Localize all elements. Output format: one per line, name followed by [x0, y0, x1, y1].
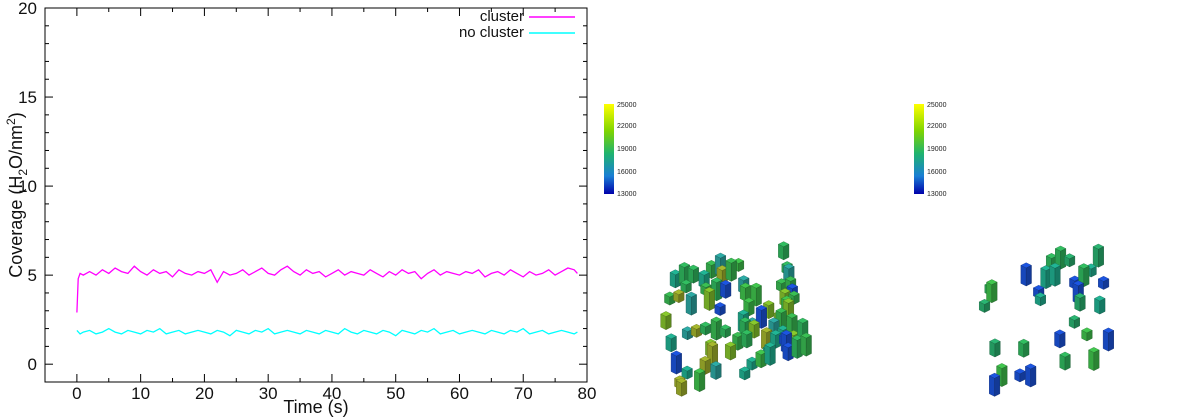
colorbar-right: 25000 22000 19000 16000 13000 — [914, 102, 947, 198]
cbar-right-tick-3: 16000 — [927, 169, 947, 176]
y-tick-label: 20 — [18, 0, 37, 18]
plot-frame — [44, 7, 588, 383]
left-cube — [665, 333, 677, 353]
left-cube — [800, 332, 812, 357]
surface-panel-left: 25000 22000 19000 16000 13000 — [604, 102, 812, 397]
y-tick-label: 15 — [18, 88, 37, 107]
left-cube — [764, 342, 776, 366]
right-cube — [1017, 338, 1030, 358]
cbar-right-tick-1: 22000 — [927, 123, 947, 130]
x-tick-label: 40 — [322, 384, 341, 403]
legend-label-no-cluster: no cluster — [459, 24, 524, 41]
right-cube — [1088, 347, 1100, 371]
series-line-cluster — [76, 265, 578, 313]
left-cube — [739, 282, 752, 302]
right-cube — [1024, 363, 1037, 388]
right-cube — [1092, 243, 1105, 268]
cbar-right-tick-0: 25000 — [927, 102, 947, 109]
surface-panel-right: 25000 22000 19000 16000 13000 — [914, 102, 1115, 397]
left-cube — [681, 365, 693, 380]
x-tick-label: 20 — [195, 384, 214, 403]
series-layer — [76, 265, 578, 337]
y-tick-label: 5 — [28, 266, 37, 285]
right-cube — [1074, 292, 1086, 312]
left-cube — [673, 289, 685, 304]
left-cube — [685, 291, 698, 316]
y-axis-title: Coverage (H2O/nm2) — [4, 112, 30, 277]
cube-field-left — [660, 241, 812, 397]
right-cube — [1094, 295, 1106, 315]
left-cube — [703, 287, 716, 311]
right-cube — [1020, 262, 1032, 287]
right-cube — [1097, 275, 1110, 290]
left-cube — [719, 324, 732, 339]
colorbar-gradient-left — [604, 104, 614, 194]
right-cube — [986, 279, 998, 304]
left-cube — [687, 264, 700, 284]
x-tick-label: 70 — [514, 384, 533, 403]
y-axis-ticks: 0 5 10 15 20 — [18, 0, 587, 374]
colorbar-gradient-right — [914, 104, 924, 194]
left-cube — [746, 356, 758, 371]
left-cube — [710, 316, 723, 341]
right-cube — [1014, 368, 1026, 383]
x-axis-ticks: 0 10 20 30 40 50 60 70 80 — [44, 8, 597, 403]
left-cube — [714, 302, 726, 316]
cube-field-right — [978, 243, 1115, 397]
left-cube — [690, 323, 703, 338]
right-cube — [989, 338, 1001, 358]
left-cube — [681, 326, 694, 341]
x-tick-label: 60 — [450, 384, 469, 403]
left-cube — [670, 350, 683, 375]
left-cube — [675, 377, 688, 397]
right-cube — [1068, 314, 1081, 329]
cbar-left-tick-4: 13000 — [617, 191, 637, 198]
left-cube — [777, 241, 790, 261]
left-cube — [660, 311, 672, 331]
y-tick-label: 0 — [28, 355, 37, 374]
left-cube — [725, 257, 737, 282]
cbar-left-tick-0: 25000 — [617, 102, 637, 109]
cbar-left-tick-2: 19000 — [617, 146, 637, 153]
right-cube — [1034, 292, 1047, 307]
left-cube — [693, 368, 706, 393]
right-cube — [1049, 262, 1061, 287]
left-cube — [680, 279, 692, 294]
legend: cluster no cluster — [459, 8, 575, 41]
coverage-line-chart: 0 5 10 15 20 0 10 20 30 40 50 60 70 80 cluster no cl… — [4, 0, 596, 417]
left-cube — [699, 321, 712, 336]
x-tick-label: 50 — [386, 384, 405, 403]
cbar-right-tick-2: 19000 — [927, 146, 947, 153]
series-line-no-cluster — [76, 327, 578, 337]
left-cube — [710, 361, 722, 380]
x-tick-label: 80 — [578, 384, 597, 403]
left-cube — [739, 366, 751, 381]
right-cube — [1063, 253, 1076, 268]
right-cube — [978, 299, 991, 313]
right-cube — [988, 372, 1001, 397]
colorbar-left: 25000 22000 19000 16000 13000 — [604, 102, 637, 198]
right-cube — [1102, 327, 1115, 352]
left-cube — [741, 329, 753, 349]
left-cube — [748, 319, 760, 339]
x-tick-label: 10 — [131, 384, 150, 403]
right-cube — [1054, 329, 1066, 349]
x-tick-label: 30 — [259, 384, 278, 403]
legend-label-cluster: cluster — [480, 8, 524, 25]
right-cube — [1059, 351, 1071, 371]
cbar-right-tick-4: 13000 — [927, 191, 947, 198]
left-cube — [719, 279, 732, 299]
left-cube — [755, 349, 767, 369]
right-cube — [1081, 327, 1093, 342]
left-cube — [724, 341, 737, 361]
left-cube — [664, 291, 676, 306]
cbar-left-tick-3: 16000 — [617, 169, 637, 176]
x-axis-title: Time (s) — [283, 397, 348, 417]
cbar-left-tick-1: 22000 — [617, 123, 637, 130]
x-tick-label: 0 — [72, 384, 81, 403]
y-tick-label: 10 — [18, 177, 37, 196]
